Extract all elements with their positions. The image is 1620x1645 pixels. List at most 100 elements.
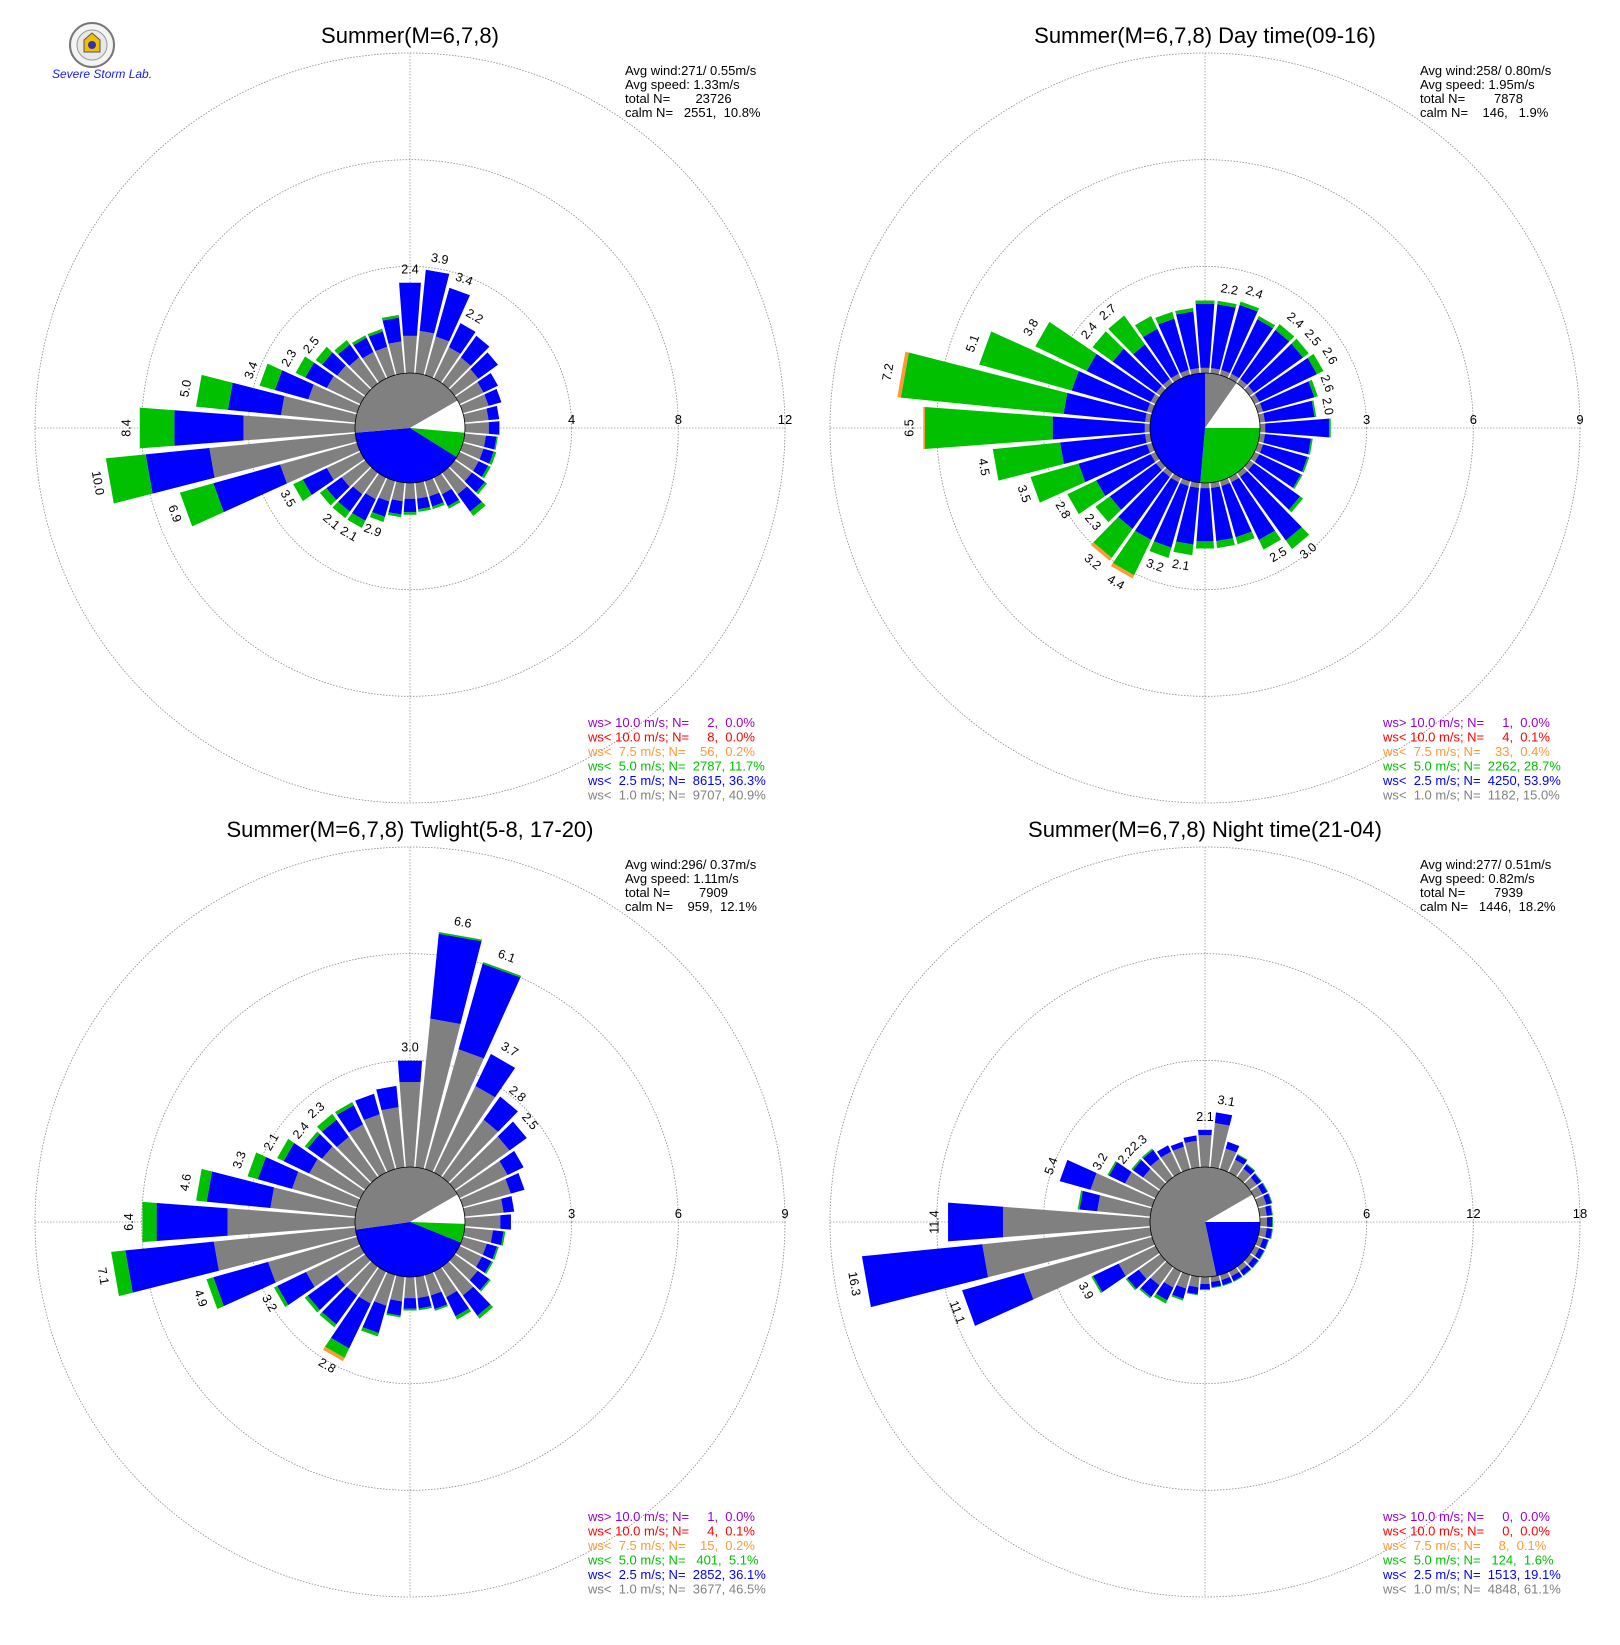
ring-label: 6 (1363, 1206, 1370, 1221)
bar-segment-gray-250 (280, 442, 360, 484)
bar-segment-green-240 (273, 1285, 289, 1308)
bar-segment-blue-70 (1263, 1193, 1272, 1205)
bar-segment-gray-80 (463, 408, 489, 423)
bar-segment-green-240 (1067, 480, 1106, 515)
bar-segment-blue-150 (1231, 477, 1276, 541)
bar-segment-gray-280 (280, 395, 357, 423)
bar-segment-green-110 (1264, 1239, 1270, 1250)
chart-title: Summer(M=6,7,8) Night time(21-04) (1028, 817, 1382, 842)
bar-label: 2.3 (279, 347, 300, 369)
stats-line: Avg wind:277/ 0.51m/s (1420, 857, 1552, 872)
bar-segment-gray-0 (1198, 1135, 1212, 1168)
bar-segment-blue-230 (1127, 1269, 1147, 1289)
bar-segment-gray-190 (391, 481, 405, 502)
bar-segment-green-130 (476, 481, 488, 495)
bar-segment-gray-0 (1200, 367, 1210, 374)
legend-item-red: ws< 10.0 m/s; N= 4, 0.1% (587, 1524, 755, 1539)
legend-item-purple: ws> 10.0 m/s; N= 0, 0.0% (1382, 1509, 1550, 1524)
bar-segment-gray-160 (424, 1272, 442, 1296)
bar-segment-gray-140 (442, 467, 468, 495)
bar-label: 6.5 (903, 419, 917, 436)
bar-segment-gray-110 (460, 442, 484, 460)
bar-segment-blue-40 (460, 335, 490, 366)
bar-segment-blue-230 (1109, 463, 1162, 510)
bar-segment-green-110 (1302, 456, 1310, 473)
bar-segment-blue-180 (403, 1298, 417, 1309)
bar-label: 2.8 (316, 1355, 338, 1376)
bar-label: 2.1 (1171, 557, 1191, 574)
bar-segment-gray-220 (1150, 1261, 1173, 1286)
bar-segment-green-90 (1328, 418, 1331, 438)
bar-segment-gray-260 (982, 1227, 1152, 1278)
bar-segment-blue-90 (1266, 1216, 1273, 1228)
bar-segment-blue-350 (376, 1085, 399, 1111)
bar-segment-blue-100 (490, 1230, 504, 1246)
bar-segment-gray-120 (1250, 451, 1260, 462)
bar-segment-green-100 (501, 1231, 506, 1246)
bar-label: 5.4 (1042, 1155, 1061, 1176)
bar-segment-gray-130 (449, 1254, 478, 1281)
bar-segment-blue-320 (338, 344, 360, 366)
legend-item-green: ws< 5.0 m/s; N= 401, 5.1% (587, 1553, 759, 1568)
bar-segment-orange-270 (923, 406, 926, 450)
bar-label: 3.1 (1217, 1093, 1237, 1110)
bar-segment-green-250 (179, 483, 224, 527)
bar-segment-gray-180 (1200, 482, 1210, 489)
bar-segment-blue-160 (1221, 482, 1252, 538)
bar-segment-gray-340 (1172, 1146, 1191, 1172)
bar-segment-blue-280 (1063, 392, 1147, 423)
bar-segment-green-190 (1186, 1292, 1198, 1296)
bar-segment-gray-330 (1160, 1151, 1182, 1177)
legend-item-green: ws< 5.0 m/s; N= 2262, 28.7% (1382, 759, 1561, 774)
bar-segment-green-310 (1092, 331, 1124, 362)
calm-wedge-gray (1205, 1167, 1253, 1222)
ring-label: 18 (1573, 1206, 1587, 1221)
bar-segment-gray-260 (213, 1227, 357, 1271)
bar-label: 7.1 (95, 1266, 112, 1286)
bar-segment-blue-290 (1059, 1159, 1097, 1190)
bar-segment-blue-250 (213, 464, 287, 513)
bar-segment-blue-70 (1259, 381, 1315, 412)
bar-segment-blue-0 (399, 282, 421, 336)
bar-segment-blue-300 (1086, 353, 1156, 402)
bar-segment-blue-240 (277, 1272, 315, 1306)
bar-segment-green-330 (334, 1101, 354, 1115)
bar-segment-blue-300 (283, 1142, 318, 1174)
bar-segment-gray-240 (326, 451, 365, 481)
bar-segment-gray-120 (455, 451, 479, 472)
bar-segment-green-180 (1195, 541, 1215, 549)
bar-segment-gray-270 (243, 415, 356, 441)
bar-segment-blue-10 (1214, 1112, 1233, 1126)
bar-segment-gray-300 (309, 1158, 365, 1199)
bar-segment-green-40 (1275, 324, 1295, 342)
bar-segment-blue-280 (1079, 1190, 1101, 1212)
bar-segment-green-140 (1243, 1269, 1252, 1277)
bar-segment-green-200 (369, 512, 386, 523)
bar-segment-gray-240 (1150, 451, 1160, 462)
bar-segment-blue-200 (1153, 482, 1189, 548)
calm-wedge-gray (410, 373, 458, 428)
bar-segment-gray-340 (363, 1114, 396, 1172)
bar-segment-blue-310 (1112, 348, 1162, 393)
stats-line: total N= 7909 (625, 885, 728, 900)
bar-segment-blue-10 (1210, 304, 1236, 370)
windrose-panel-1: Summer(M=6,7,8)4 8 122.43.93.42.22.92.12.1… (34, 23, 792, 804)
calm-circle (1149, 372, 1261, 484)
ring-label: 12 (1466, 1206, 1480, 1221)
bar-segment-gray-240 (1118, 1245, 1160, 1277)
calm-wedge-gray (355, 1167, 410, 1230)
bar-segment-green-160 (434, 1304, 448, 1311)
stats-line: total N= 7878 (1420, 91, 1523, 106)
bar-segment-blue-250 (213, 1261, 276, 1307)
bar-segment-green-190 (386, 1313, 401, 1318)
bar-label: 5.0 (177, 379, 194, 399)
bar-segment-blue-260 (125, 1241, 219, 1293)
bar-segment-blue-200 (372, 497, 390, 517)
bar-segment-blue-10 (419, 269, 450, 334)
bar-segment-blue-30 (1231, 319, 1274, 379)
bar-segment-blue-190 (1176, 486, 1200, 545)
bar-segment-green-190 (387, 512, 402, 518)
bar-segment-gray-140 (442, 1261, 474, 1296)
bar-segment-gray-90 (464, 1215, 501, 1229)
stats-line: Avg speed: 1.95m/s (1420, 77, 1535, 92)
